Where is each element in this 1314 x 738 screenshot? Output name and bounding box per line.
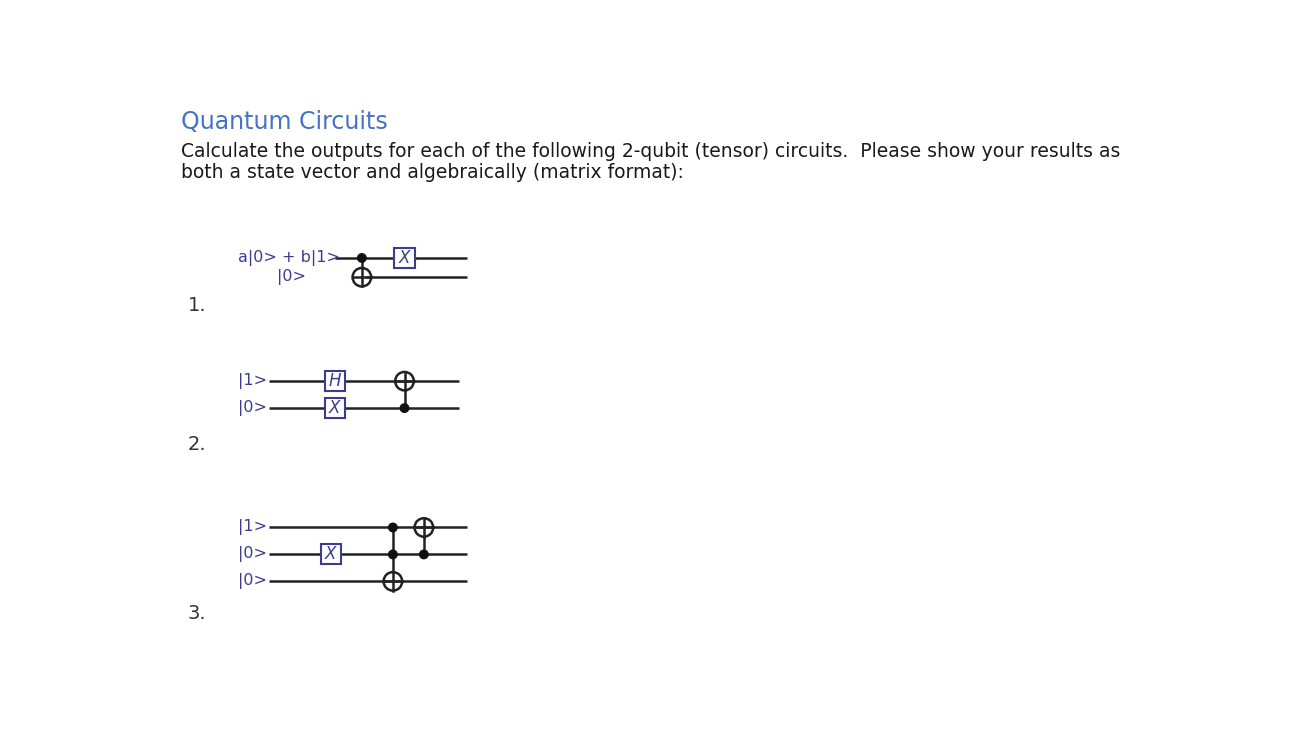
Text: |1>: |1> [238, 373, 267, 389]
Text: 3.: 3. [188, 604, 206, 624]
Text: Quantum Circuits: Quantum Circuits [181, 110, 388, 134]
Text: X: X [399, 249, 410, 267]
Text: |0>: |0> [238, 573, 267, 590]
Circle shape [419, 550, 428, 559]
Text: |1>: |1> [238, 520, 267, 536]
FancyBboxPatch shape [394, 248, 415, 268]
Circle shape [357, 254, 367, 262]
Text: 1.: 1. [188, 297, 206, 315]
FancyBboxPatch shape [321, 545, 340, 565]
Text: Calculate the outputs for each of the following 2-qubit (tensor) circuits.  Plea: Calculate the outputs for each of the fo… [181, 142, 1121, 162]
FancyBboxPatch shape [325, 398, 344, 418]
Text: X: X [325, 545, 336, 563]
Circle shape [389, 550, 397, 559]
Circle shape [389, 523, 397, 531]
Text: X: X [328, 399, 340, 417]
Text: |0>: |0> [238, 546, 267, 562]
Text: both a state vector and algebraically (matrix format):: both a state vector and algebraically (m… [181, 163, 685, 182]
Text: H: H [328, 372, 342, 390]
FancyBboxPatch shape [325, 371, 344, 391]
Text: a|0> + b|1>: a|0> + b|1> [238, 250, 340, 266]
Text: |0>: |0> [277, 269, 306, 285]
Text: 2.: 2. [188, 435, 206, 454]
Circle shape [401, 404, 409, 413]
Text: |0>: |0> [238, 400, 267, 416]
